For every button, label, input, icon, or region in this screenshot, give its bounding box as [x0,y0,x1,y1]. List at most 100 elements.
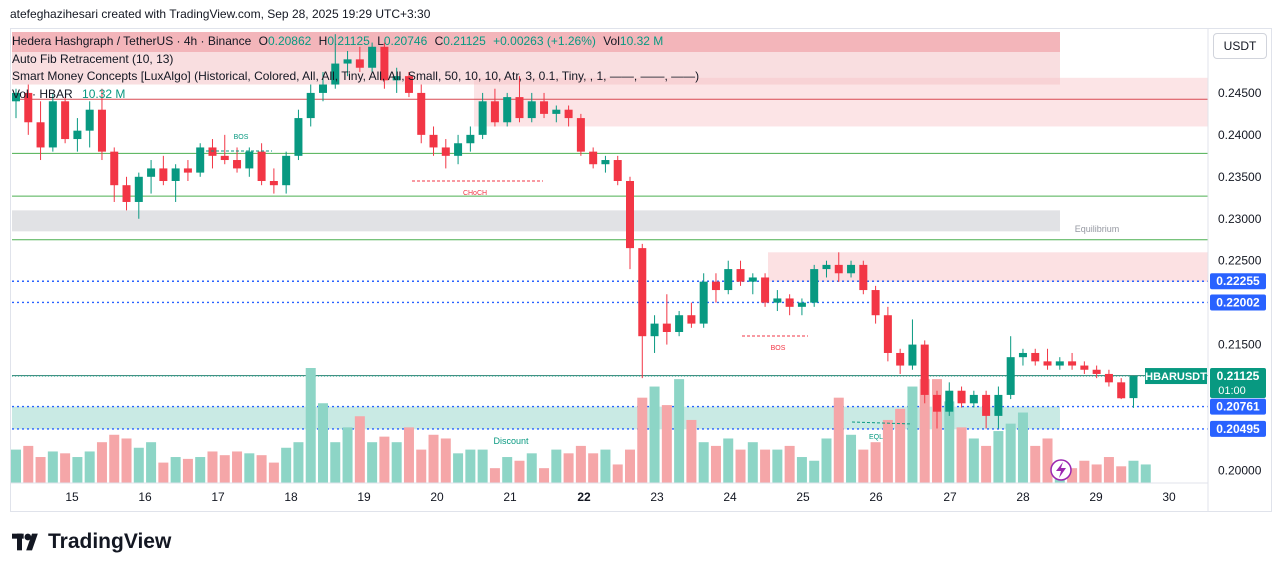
chart-panel[interactable] [10,28,1272,512]
candle-body [61,101,70,140]
volume-bar [1079,460,1090,483]
candle-body [73,130,82,140]
candle-body [613,160,622,181]
volume-bar [760,449,771,483]
time-tick-label: 28 [1016,490,1030,504]
smc-label: EQL [869,434,883,441]
candle-body [269,181,278,186]
volume-bar [514,460,525,483]
candle-body [478,101,487,135]
candle-body [1031,352,1040,362]
time-tick-label: 16 [138,490,152,504]
indicator-volume[interactable]: Vol · HBAR 10.32 M [12,86,699,104]
price-badges [1145,273,1266,437]
time-tick-label: 29 [1089,490,1103,504]
candle-body [306,92,315,119]
volume-bar [1042,438,1053,483]
candle-body [957,390,966,404]
premium-zone-strong [12,32,1060,52]
symbol-badge-label: HBARUSDT [1145,371,1207,383]
candle-body [699,281,708,324]
flash-icon[interactable] [1050,459,1072,481]
discount-label: Discount [493,436,529,446]
volume-bar [858,449,869,483]
close-value: 0.21125 [443,34,486,48]
candle-body [171,168,180,181]
indicator-smc[interactable]: Smart Money Concepts [LuxAlgo] (Historic… [12,69,700,83]
candle-body [122,185,131,202]
candle-body [441,147,450,156]
high-label: H [318,34,328,48]
candle-body [810,269,819,303]
volume-bar [895,408,906,483]
volume-bar [170,457,181,483]
volume-bar [72,457,83,483]
volume-bar [1103,457,1114,483]
candle-body [24,92,33,123]
volume-bar [993,431,1004,483]
time-tick-label: 26 [869,490,883,504]
time-tick-label: 24 [723,490,737,504]
last-price-badge [1210,368,1266,399]
volume-bar [330,442,341,483]
candle-body [355,59,364,68]
time-tick-label: 23 [650,490,664,504]
volume-bar [870,442,881,483]
candle-body [847,264,856,274]
candle-body [417,92,426,135]
volume-bar [281,447,292,483]
price-badge-label: 0.22255 [1216,274,1260,288]
candle-body [429,134,438,148]
volume-bar [428,434,439,483]
brand-name: TradingView [48,530,172,553]
volume-value: 10.32 M [619,34,664,48]
flash-icon-glyph [1056,462,1066,478]
candle-body [294,118,303,156]
volume-bar [710,445,721,483]
candle-body [736,269,745,282]
discount-zone [12,406,1060,430]
volume-bar [342,427,353,483]
price-badge-label: 0.20495 [1216,422,1260,436]
last-price-label: 0.21125 [1217,369,1260,383]
price-badge [1210,273,1266,290]
candle-body [638,248,647,337]
price-badge [1210,420,1266,437]
currency-button[interactable]: USDT [1213,33,1267,59]
ohlc-row: Hedera Hashgraph / TetherUS · 4h · Binan… [12,33,699,51]
volume-bar [784,445,795,483]
candle-body [576,118,585,152]
candle-body [945,390,954,412]
volume-bar [60,453,71,483]
volume-bar [440,438,451,483]
volume-bar [551,449,562,483]
indicator-fib[interactable]: Auto Fib Retracement (10, 13) [12,51,174,66]
volume-bar [465,449,476,483]
volume-bar [600,449,611,483]
volume-bar [182,458,193,483]
candle-body [724,269,733,291]
candle-body [233,160,242,169]
time-tick-label: 25 [796,490,810,504]
candle-body [540,101,549,114]
volume-bar [919,379,930,483]
countdown-label: 01:00 [1218,385,1246,397]
volume-bar [821,438,832,483]
volume-bar [133,447,144,483]
volume-bar [956,427,967,483]
time-tick-label: 18 [284,490,298,504]
time-tick-label: 17 [211,490,225,504]
candle-body [785,298,794,307]
volume-bar [1067,468,1078,483]
candle-body [994,394,1003,416]
symbol-title[interactable]: Hedera Hashgraph / TetherUS · 4h · Binan… [12,34,252,48]
volume-bar [698,442,709,483]
volume-bar [1091,464,1102,483]
open-label: O [258,34,268,48]
candle-body [257,151,266,181]
smc-label: CHoCH [463,190,487,197]
volume-indicator-value: 10.32 M [82,86,126,101]
volume-bar [907,386,918,483]
candle-body [822,264,831,270]
